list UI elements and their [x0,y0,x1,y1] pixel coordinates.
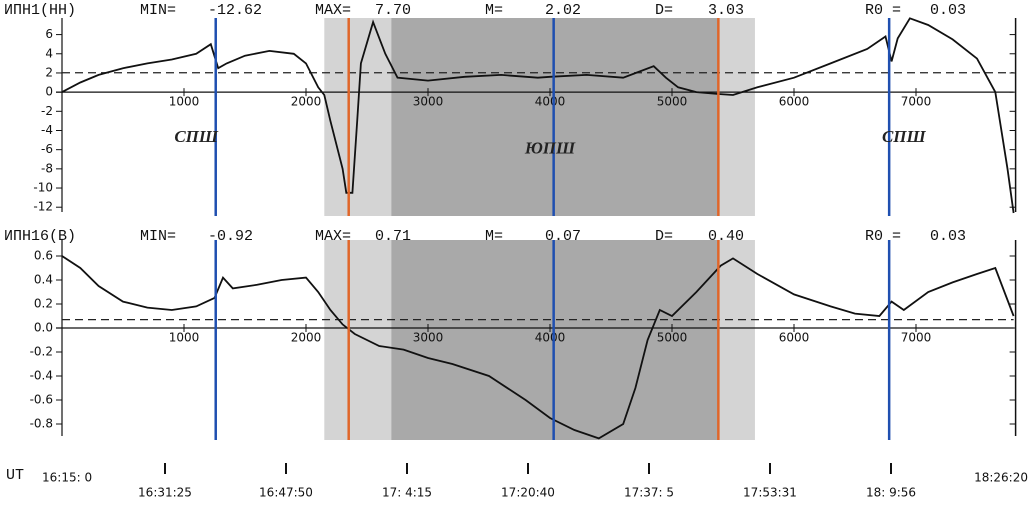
stat-value: -0.92 [208,228,253,245]
y-tick-label: 0.4 [34,273,53,287]
panel-title: ИПН16(В) [4,228,76,245]
stat-label: M= [485,228,503,245]
stat-label: MIN= [140,228,176,245]
y-tick-label: -2 [41,104,53,118]
time-label: 16:47:50 [259,486,313,500]
x-tick-label: 7000 [901,95,932,109]
y-tick-label: -12 [33,200,53,214]
x-tick-label: 5000 [657,331,688,345]
y-tick-label: -6 [41,142,53,156]
time-label: 18: 9:56 [866,486,916,500]
time-label: 17: 4:15 [382,486,432,500]
stat-value: 0.71 [375,228,411,245]
time-label: 16:15: 0 [42,471,92,485]
stat-value: 3.03 [708,2,744,19]
x-tick-label: 1000 [169,331,200,345]
y-tick-label: -0.2 [30,345,53,359]
y-tick-label: -8 [41,161,53,175]
stat-value: 2.02 [545,2,581,19]
stat-label: MAX= [315,228,351,245]
stat-value: 0.40 [708,228,744,245]
stat-label: D= [655,228,673,245]
stat-label: MIN= [140,2,176,19]
x-tick-label: 4000 [535,331,566,345]
x-tick-label: 2000 [291,95,322,109]
y-tick-label: -0.6 [30,393,53,407]
x-tick-label: 3000 [413,95,444,109]
stat-label: M= [485,2,503,19]
data-line [61,255,1015,440]
y-tick-label: 4 [45,46,53,60]
x-tick-label: 6000 [779,95,810,109]
stat-value: 0.03 [930,2,966,19]
y-tick-label: 0 [45,85,53,99]
y-tick-label: -10 [33,181,53,195]
y-tick-label: 0.6 [34,249,53,263]
stat-label: R0 = [865,2,901,19]
x-tick-label: 6000 [779,331,810,345]
time-label: 18:26:20 [974,471,1028,485]
stat-value: -12.62 [208,2,262,19]
time-axis-label: UT [6,467,24,484]
stat-value: 7.70 [375,2,411,19]
y-tick-label: 2 [45,65,53,79]
y-tick-label: 0.2 [34,297,53,311]
y-tick-label: 6 [45,27,53,41]
panel-title: ИПН1(НН) [4,2,76,19]
x-tick-label: 2000 [291,331,322,345]
y-tick-label: 0.0 [34,321,53,335]
stat-value: 0.07 [545,228,581,245]
x-tick-label: 7000 [901,331,932,345]
x-tick-label: 5000 [657,95,688,109]
annotation: СПШ [882,127,927,146]
stat-label: MAX= [315,2,351,19]
time-label: 17:37: 5 [624,486,674,500]
x-tick-label: 1000 [169,95,200,109]
annotation: СПШ [174,127,219,146]
y-tick-label: -0.4 [30,369,53,383]
time-label: 17:20:40 [501,486,555,500]
stat-label: R0 = [865,228,901,245]
x-tick-label: 3000 [413,331,444,345]
y-tick-label: -4 [41,123,53,137]
stat-value: 0.03 [930,228,966,245]
annotation: ЮПШ [524,139,576,158]
time-label: 16:31:25 [138,486,192,500]
x-tick-label: 4000 [535,95,566,109]
stat-label: D= [655,2,673,19]
time-label: 17:53:31 [743,486,797,500]
y-tick-label: -0.8 [30,417,53,431]
